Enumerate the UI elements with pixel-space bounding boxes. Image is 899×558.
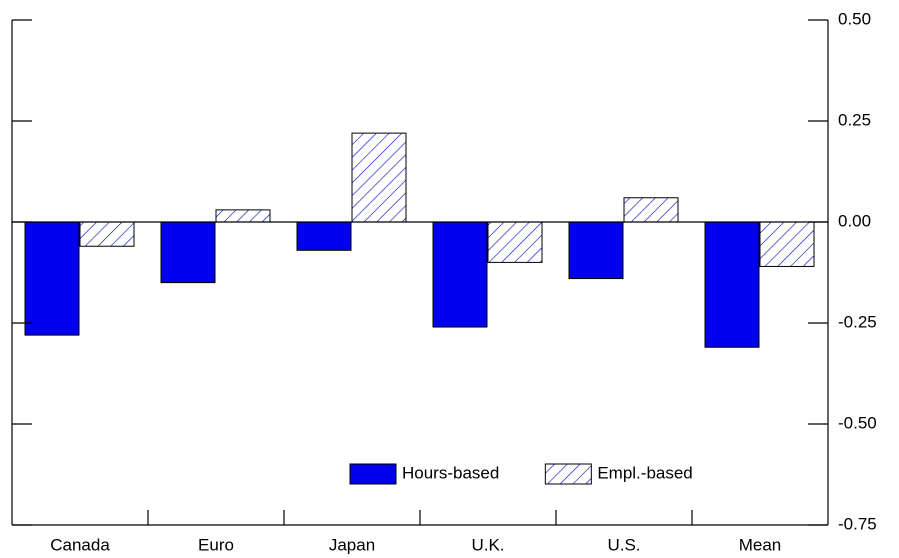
x-tick-label: Mean: [739, 535, 782, 554]
x-tick-label: U.S.: [607, 535, 640, 554]
y-tick-label: 0.50: [838, 9, 871, 28]
bar: [24, 221, 80, 336]
bar: [296, 221, 352, 251]
legend-label: Hours-based: [402, 463, 499, 482]
legend-label: Empl.-based: [597, 463, 692, 482]
bar: [704, 221, 760, 348]
y-tick-label: -0.25: [838, 312, 877, 331]
y-tick-label: -0.50: [838, 413, 877, 432]
bar: [759, 221, 815, 267]
bar: [351, 132, 407, 223]
legend-swatch: [544, 463, 592, 485]
bar: [432, 221, 488, 328]
bar: [215, 209, 271, 223]
bar: [160, 221, 216, 284]
x-tick-label: Canada: [50, 535, 110, 554]
x-tick-label: Japan: [329, 535, 375, 554]
bar: [568, 221, 624, 280]
bar: [487, 221, 543, 263]
x-tick-label: Euro: [198, 535, 234, 554]
bar: [623, 197, 679, 223]
y-tick-label: 0.00: [838, 211, 871, 230]
x-tick-label: U.K.: [471, 535, 504, 554]
y-tick-label: 0.25: [838, 110, 871, 129]
y-tick-label: -0.75: [838, 514, 877, 533]
legend-swatch: [349, 463, 397, 485]
bar: [79, 221, 135, 247]
